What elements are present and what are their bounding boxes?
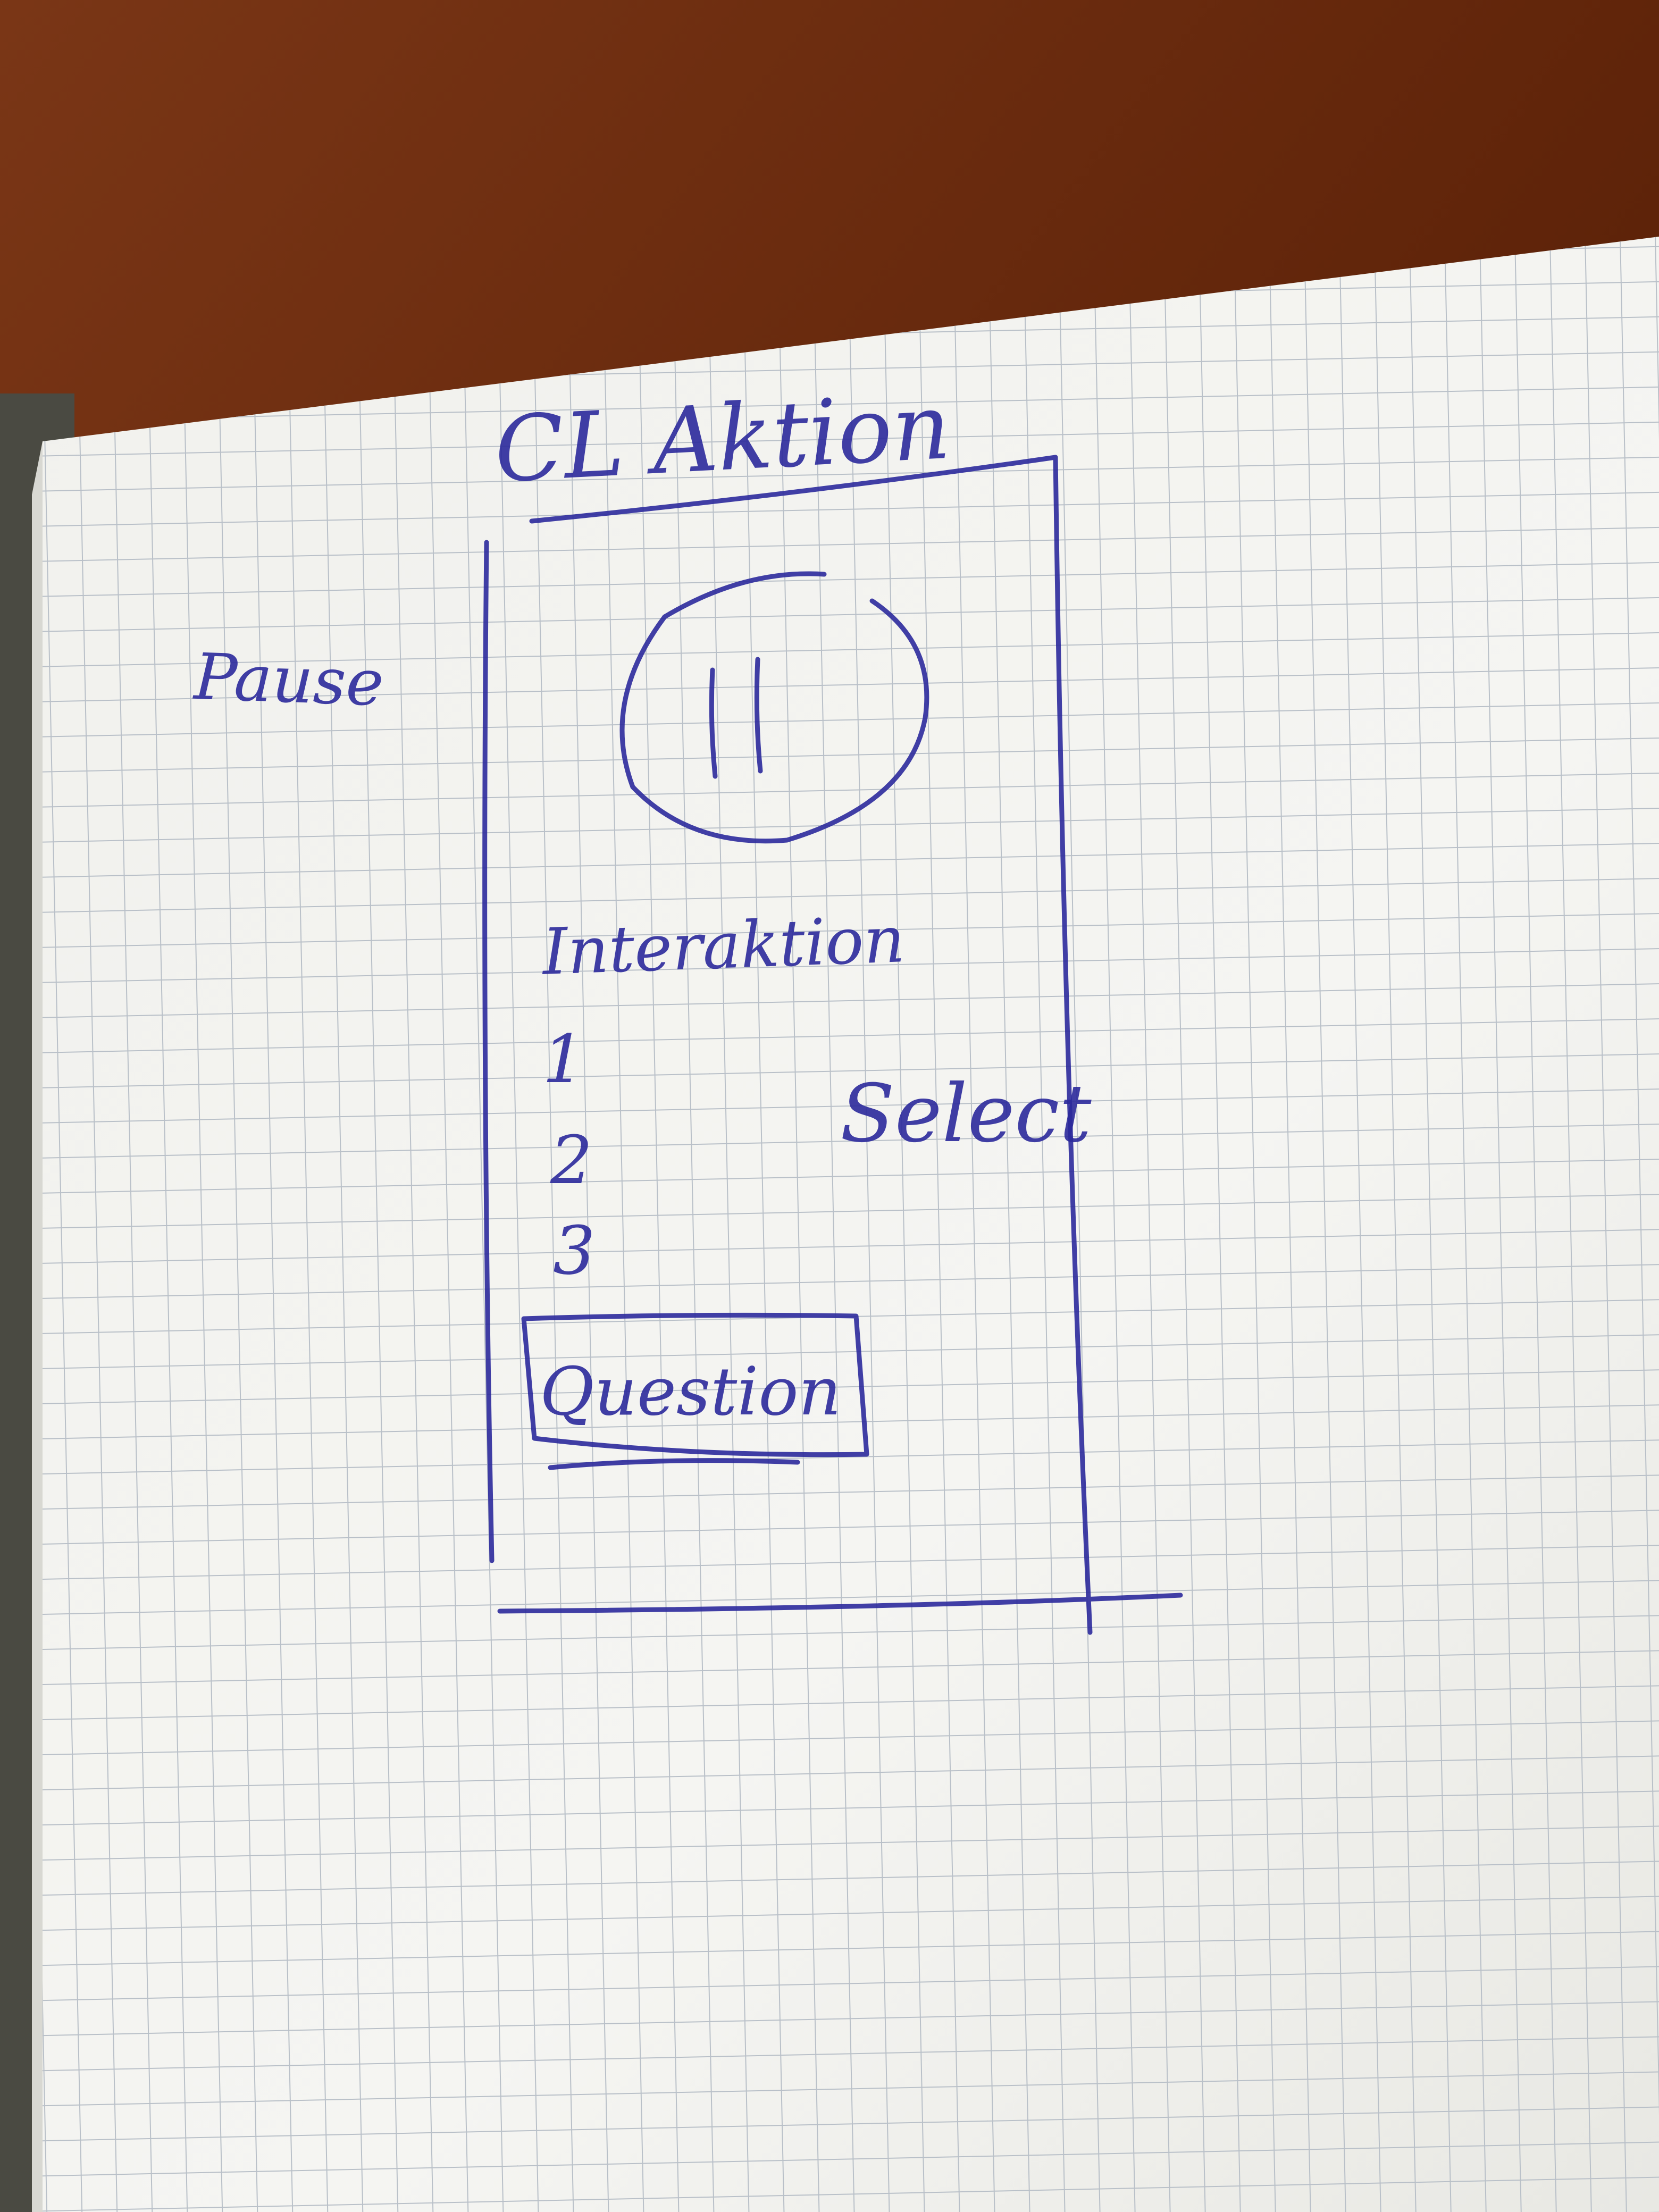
phone-frame-right xyxy=(1053,455,1093,1635)
select-label: Select xyxy=(840,1068,1092,1160)
phone-frame-bottom xyxy=(497,1593,1183,1614)
question-button[interactable]: Question xyxy=(540,1353,842,1430)
option-3[interactable]: 3 xyxy=(553,1212,596,1289)
header-underline xyxy=(529,455,1058,524)
interaction-label: Interaktion xyxy=(541,903,906,990)
option-2[interactable]: 2 xyxy=(550,1122,593,1199)
sketch-title: CL Aktion xyxy=(492,374,953,504)
phone-frame-left xyxy=(482,540,495,1563)
option-1[interactable]: 1 xyxy=(542,1021,585,1098)
pause-button[interactable] xyxy=(596,564,941,851)
pause-label: Pause xyxy=(192,640,386,721)
question-box-outline xyxy=(521,1312,869,1457)
pause-icon xyxy=(619,571,929,844)
